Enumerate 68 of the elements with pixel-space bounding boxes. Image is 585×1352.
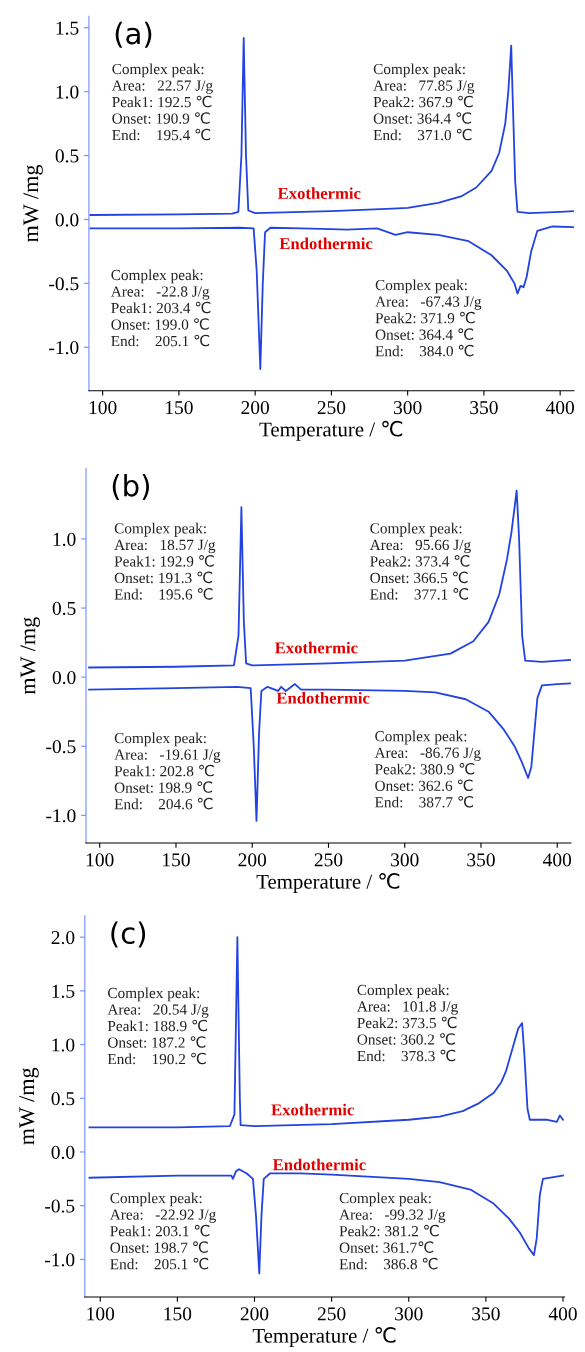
x-tick-label: 350 [467,853,495,867]
y-tick-label: -1.0 [46,809,76,823]
annotation: Complex peak: Area: -86.76 J/g Peak2: 380.9 ℃ Onset: 362.6 ℃ End: 387.7 ℃ [374,730,481,808]
annotation: Complex peak: Area: -19.61 J/g Peak1: 202.8 ℃ Onset: 198.9 ℃ End: 204.6 ℃ [114,732,221,810]
line-series [89,225,574,370]
x-tick-label: 100 [87,1307,115,1321]
y-tick-label: 1.0 [56,85,79,99]
y-tick-label: -0.5 [49,277,79,291]
x-tick-label: 400 [543,853,572,867]
x-tick-label: 300 [391,853,419,867]
annotation: Complex peak: Area: 22.57 J/g Peak1: 192.5 ℃ Onset: 190.9 ℃ End: 195.4 ℃ [111,63,213,141]
y-tick-label: 1.0 [53,532,76,546]
annotation: Complex peak: Area: 18.57 J/g Peak1: 192.9 ℃ Onset: 191.3 ℃ End: 195.6 ℃ [114,522,216,600]
x-axis-title: Temperature / ℃ [256,873,400,893]
y-tick-label: 2.0 [51,931,75,945]
y-tick-label: 0.5 [52,601,76,616]
x-axis-title: Temperature / ℃ [259,420,403,441]
annotation: Exothermic [274,641,358,654]
x-tick-label: 200 [238,853,267,867]
annotation: Complex peak: Area: -67.43 J/g Peak2: 371.9 ℃ Onset: 364.4 ℃ End: 384.0 ℃ [375,279,482,357]
line-series [88,682,571,822]
annotation: Exothermic [277,187,361,200]
x-tick-label: 150 [163,853,190,867]
y-tick-label: 1.5 [52,984,75,998]
x-axis-title: Temperature / ℃ [252,1327,396,1348]
y-axis-title: mW /mg [23,164,43,243]
x-tick-label: 300 [394,401,422,415]
x-tick-label: 200 [241,401,269,415]
y-tick-label: 0.0 [55,213,79,227]
y-axis-title: mW /mg [20,617,40,695]
y-tick-label: 0.5 [55,149,79,163]
x-tick-label: 400 [548,1307,577,1321]
y-axis-title: mW /mg [19,1067,39,1145]
x-tick-label: 350 [470,401,498,415]
x-tick-label: 150 [164,1307,192,1321]
annotation: Complex peak: Area: -99.32 J/g Peak2: 381.2 ℃ Onset: 361.7℃ End: 386.8 ℃ [339,1192,446,1270]
x-tick-label: 400 [545,401,574,415]
y-tick-label: 1.0 [52,1038,75,1052]
annotation: Complex peak: Area: -22.8 J/g Peak1: 203.4 ℃ Onset: 199.0 ℃ End: 205.1 ℃ [110,269,211,347]
x-tick-label: 250 [314,853,343,867]
annotation: Complex peak: Area: 95.66 J/g Peak2: 373.4 ℃ Onset: 366.5 ℃ End: 377.1 ℃ [369,522,471,600]
x-tick-label: 100 [89,401,117,415]
y-tick-label: 0.5 [51,1092,75,1106]
chart-title: (b) [112,474,150,501]
annotation: Complex peak: Area: -22.92 J/g Peak1: 203.1 ℃ Onset: 198.7 ℃ End: 205.1 ℃ [109,1192,216,1270]
annotation: Complex peak: Area: 77.85 J/g Peak2: 367.9 ℃ Onset: 364.4 ℃ End: 371.0 ℃ [373,63,475,141]
annotation: Endothermic [272,1158,366,1171]
y-tick-label: 0.0 [52,670,76,685]
annotation: Exothermic [271,1103,354,1116]
annotation: Complex peak: Area: 101.8 J/g Peak2: 373.5 ℃ Onset: 360.2 ℃ End: 378.3 ℃ [356,984,458,1062]
chart-title: (c) [111,921,146,948]
y-tick-label: -0.5 [45,1199,75,1213]
x-tick-label: 150 [166,401,193,415]
x-tick-label: 250 [317,1307,346,1321]
x-tick-label: 100 [86,853,114,867]
y-tick-label: -1.0 [45,1253,75,1267]
x-tick-label: 300 [395,1307,423,1321]
x-tick-label: 200 [240,1307,269,1321]
annotation: Complex peak: Area: 20.54 J/g Peak1: 188.9 ℃ Onset: 187.2 ℃ End: 190.2 ℃ [107,987,209,1065]
annotation: Endothermic [279,237,373,250]
chart-title: (a) [115,21,152,48]
x-tick-label: 250 [317,401,346,415]
y-tick-label: 1.5 [56,21,79,35]
x-tick-label: 350 [472,1307,500,1321]
y-tick-label: -1.0 [49,341,79,355]
y-tick-label: -0.5 [46,740,76,754]
y-tick-label: 0.0 [51,1145,75,1160]
annotation: Endothermic [276,691,370,704]
